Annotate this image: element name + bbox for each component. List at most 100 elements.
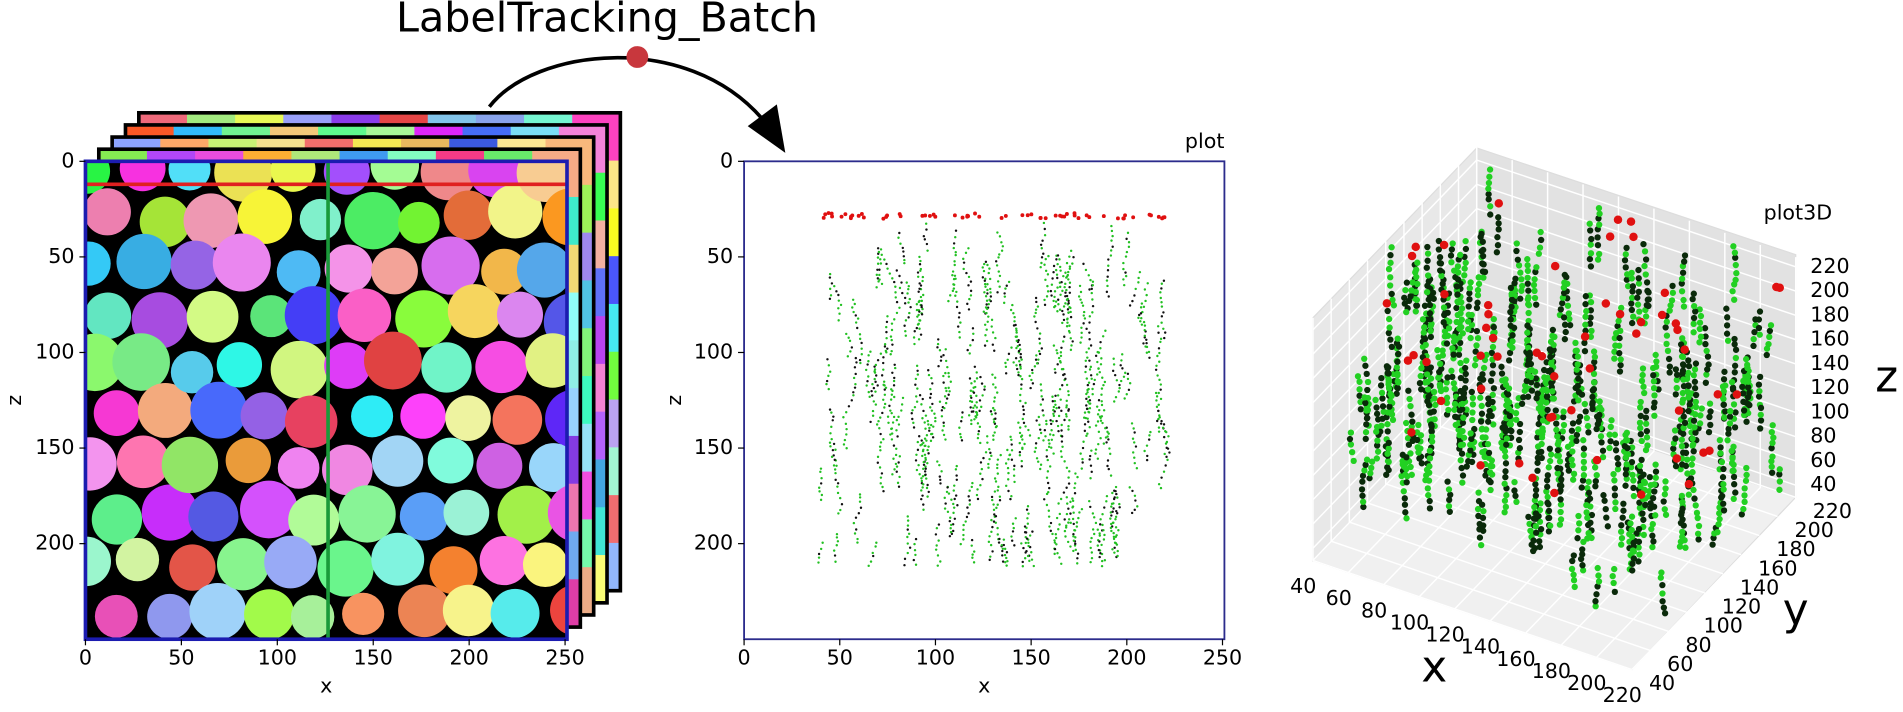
track-dot — [1157, 417, 1160, 421]
track-dot — [1641, 262, 1648, 270]
track-dot — [1039, 243, 1043, 246]
track-dot — [1495, 226, 1502, 233]
track-start — [1580, 332, 1590, 341]
track-dot — [1075, 521, 1079, 524]
track-dot — [1588, 327, 1595, 335]
track-dot — [992, 438, 995, 441]
track-dot — [1490, 315, 1497, 323]
label-blob — [85, 292, 132, 340]
label-blob — [270, 340, 329, 399]
track-dot — [1085, 377, 1089, 380]
track-dot — [916, 387, 919, 390]
track-dot — [1731, 369, 1738, 376]
track-dot — [993, 490, 997, 493]
track-dot — [921, 397, 924, 401]
track-dot — [837, 307, 840, 310]
z-tick-label: 200 — [1810, 278, 1849, 302]
track-dot — [1603, 514, 1610, 521]
track-dot — [1680, 376, 1687, 383]
track-dot — [1678, 492, 1686, 500]
track-dot — [1058, 265, 1062, 269]
track-dot — [1412, 288, 1419, 296]
track-dot — [1672, 435, 1679, 442]
track-dot — [1113, 551, 1116, 554]
track-dot — [1622, 482, 1629, 489]
track-dot — [1594, 564, 1601, 572]
track-dot — [953, 263, 956, 267]
track-dot — [1130, 511, 1134, 515]
track-dot — [1707, 408, 1714, 415]
track-dot — [1486, 173, 1493, 180]
track-dot — [1402, 509, 1409, 516]
track-dot — [1469, 409, 1476, 416]
track-dot — [962, 528, 965, 532]
track-dot — [1428, 416, 1436, 423]
track-dot — [1538, 440, 1545, 448]
track-dot — [1730, 243, 1737, 250]
track-dot — [1005, 284, 1008, 287]
track-dot — [969, 406, 972, 409]
track-dot — [1716, 515, 1723, 523]
track-dot — [1014, 356, 1018, 360]
track-dot — [1044, 435, 1047, 438]
track-dot — [1560, 408, 1567, 415]
track-dot — [1668, 297, 1676, 304]
track-dot — [889, 353, 892, 356]
track-dot — [1552, 407, 1559, 414]
track-dot — [1076, 475, 1079, 479]
track-dot — [1059, 450, 1063, 453]
track-dot — [1428, 427, 1435, 434]
track-dot — [849, 350, 852, 353]
track-dot — [1018, 360, 1021, 363]
track-dot — [1087, 381, 1091, 384]
track-dot — [1050, 429, 1053, 432]
track-dot — [929, 406, 932, 409]
track-dot — [1158, 416, 1161, 419]
track-dot — [1065, 294, 1069, 298]
track-dot — [1059, 351, 1063, 354]
track-start — [933, 214, 938, 219]
track-dot — [975, 371, 978, 374]
track-dot — [874, 374, 878, 377]
track-dot — [950, 498, 953, 501]
track-dot — [852, 521, 856, 525]
track-start — [1476, 384, 1486, 393]
track-dot — [988, 298, 991, 302]
track-dot — [1573, 366, 1580, 373]
track-dot — [1597, 433, 1605, 440]
track-dot — [993, 431, 996, 434]
track-dot — [1065, 298, 1069, 302]
track-dot — [1714, 529, 1721, 536]
track-dot — [1628, 444, 1636, 451]
track-dot — [1055, 516, 1059, 520]
track-dot — [1040, 256, 1044, 259]
track-dot — [878, 427, 881, 430]
label-blob — [445, 395, 491, 441]
track-dot — [1157, 391, 1160, 395]
track-dot — [1437, 387, 1445, 395]
track-dot — [937, 539, 940, 542]
track-dot — [993, 376, 997, 379]
track-dot — [1557, 496, 1564, 503]
track-dot — [1689, 435, 1696, 442]
grid-line — [1421, 202, 1742, 556]
track-dot — [1098, 415, 1102, 418]
y-tick-label: 160 — [1758, 556, 1797, 580]
track-dot — [1583, 308, 1590, 315]
track-dot — [1508, 290, 1515, 297]
track-dot — [924, 465, 927, 468]
track-dot — [885, 351, 888, 354]
track-dot — [1532, 515, 1539, 522]
track-dot — [1065, 466, 1069, 470]
track-dot — [1098, 532, 1101, 535]
track-dot — [1524, 262, 1531, 269]
track-dot — [1017, 373, 1020, 377]
track-dot — [1685, 491, 1692, 498]
track-dot — [882, 398, 885, 402]
track-dot — [1666, 369, 1673, 376]
track-dot — [1002, 301, 1006, 305]
track-dot — [887, 421, 890, 424]
track-dot — [1731, 362, 1739, 369]
track-dot — [1582, 293, 1589, 300]
track-dot — [1579, 551, 1586, 558]
